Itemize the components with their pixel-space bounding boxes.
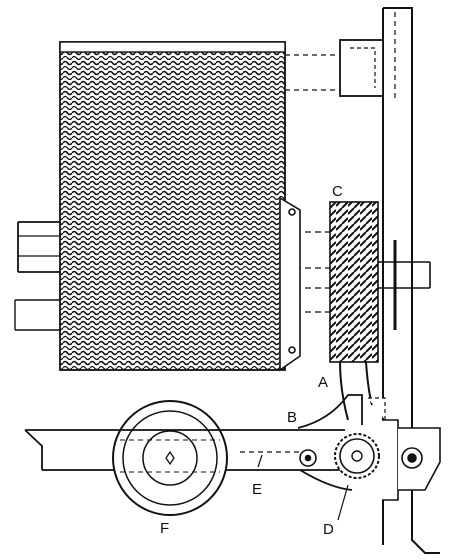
locking-pawl	[368, 397, 441, 501]
leader-lines	[257, 454, 349, 521]
lever-bar-e	[24, 429, 353, 491]
pinion-gear-d	[334, 433, 380, 479]
rope-strand	[339, 361, 373, 421]
label-f: F	[160, 520, 169, 537]
label-a: A	[318, 374, 328, 391]
rope-spool-c	[329, 201, 379, 363]
label-b: B	[287, 409, 297, 426]
label-c: C	[332, 183, 343, 200]
label-d: D	[323, 521, 334, 538]
coil-drum-top-band	[59, 41, 286, 53]
label-e: E	[252, 481, 262, 498]
flywheel-f	[112, 400, 228, 516]
top-bracket	[285, 39, 384, 97]
shaft	[14, 221, 431, 331]
pivot-pin	[299, 449, 317, 467]
curved-bracket-b	[297, 394, 363, 429]
coil-drum	[59, 41, 286, 371]
drum-end-plate	[279, 196, 301, 372]
